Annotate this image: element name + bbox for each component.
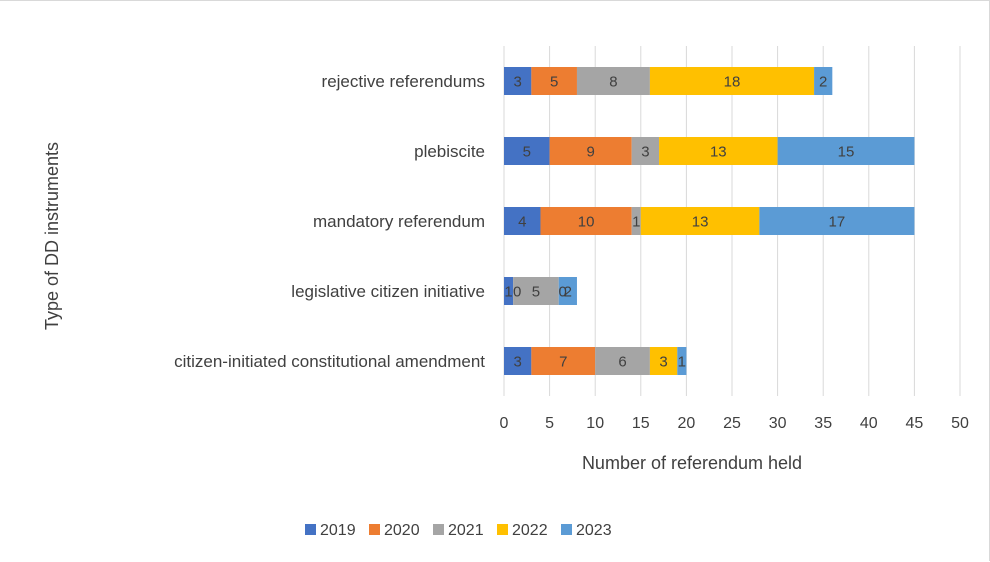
- data-label: 18: [724, 74, 741, 91]
- category-label: plebiscite: [414, 142, 485, 161]
- bar-segment: [640, 207, 760, 235]
- data-label: 8: [609, 74, 617, 91]
- bar-segment: [595, 347, 650, 375]
- bar-segment: [576, 67, 650, 95]
- legend: 2019 2020 2021 2022 2023: [305, 522, 612, 539]
- bar-segment: [558, 277, 577, 305]
- category-label: legislative citizen initiative: [291, 282, 485, 301]
- data-label: 2: [564, 284, 572, 301]
- x-tick-label: 50: [951, 415, 969, 432]
- bar-segment: [531, 347, 596, 375]
- data-label: 3: [514, 354, 522, 371]
- legend-label: 2021: [448, 522, 484, 539]
- legend-swatch: [369, 524, 380, 535]
- legend-item: 2020: [369, 522, 420, 539]
- data-label: 13: [692, 214, 709, 231]
- data-label: 5: [523, 144, 531, 161]
- data-label: 7: [559, 354, 567, 371]
- category-labels: rejective referendums plebiscite mandatory…: [174, 72, 485, 371]
- data-label: 4: [518, 214, 526, 231]
- bars: [504, 67, 915, 375]
- bar-segment: [631, 137, 660, 165]
- data-label: 5: [550, 74, 558, 91]
- data-label: 3: [659, 354, 667, 371]
- bar-segment: [777, 137, 915, 165]
- data-labels: 3 5 8 18 25 9 3 13 154 10 1 13 171 0 5 023 7 6 3 1: [504, 74, 854, 371]
- bar-segment: [649, 67, 815, 95]
- data-label: 15: [838, 144, 855, 161]
- legend-label: 2023: [576, 522, 612, 539]
- category-label: mandatory referendum: [313, 212, 485, 231]
- x-tick-label: 0: [500, 415, 509, 432]
- bar-segment: [631, 207, 641, 235]
- bar-segment: [531, 67, 577, 95]
- bar-segment: [504, 277, 514, 305]
- bar-segment: [504, 207, 541, 235]
- legend-label: 2020: [384, 522, 420, 539]
- bar-segment: [759, 207, 915, 235]
- data-label: 5: [532, 284, 540, 301]
- legend-item: 2021: [433, 522, 484, 539]
- legend-swatch: [433, 524, 444, 535]
- x-tick-label: 10: [586, 415, 604, 432]
- legend-item: 2023: [561, 522, 612, 539]
- data-label: 1: [632, 214, 640, 231]
- category-label: citizen-initiated constitutional amendme…: [174, 352, 485, 371]
- data-label: 1: [504, 284, 512, 301]
- bar-segment: [504, 347, 532, 375]
- bar-segment: [814, 67, 833, 95]
- legend-item: 2022: [497, 522, 548, 539]
- x-tick-labels: 0 5 10 15 20 25 30 35 40 45 50: [500, 415, 969, 432]
- bar-segment: [659, 137, 778, 165]
- x-tick-label: 40: [860, 415, 878, 432]
- y-axis-title: Type of DD instruments: [42, 142, 62, 330]
- x-tick-label: 25: [723, 415, 741, 432]
- legend-swatch: [305, 524, 316, 535]
- legend-label: 2019: [320, 522, 356, 539]
- legend-item: 2019: [305, 522, 356, 539]
- legend-swatch: [561, 524, 572, 535]
- data-label: 9: [586, 144, 594, 161]
- bar-segment: [649, 347, 678, 375]
- bar-segment: [504, 67, 532, 95]
- x-tick-label: 5: [545, 415, 554, 432]
- bar-segment: [677, 347, 687, 375]
- bar-segment: [513, 277, 559, 305]
- data-label: 10: [578, 214, 595, 231]
- data-label: 13: [710, 144, 727, 161]
- data-label: 1: [678, 354, 686, 371]
- bar-segment: [504, 137, 550, 165]
- x-tick-label: 35: [814, 415, 832, 432]
- bar-segment: [549, 137, 632, 165]
- x-axis-title: Number of referendum held: [582, 453, 802, 473]
- data-label: 0: [559, 284, 567, 301]
- legend-swatch: [497, 524, 508, 535]
- data-label: 17: [829, 214, 846, 231]
- category-label: rejective referendums: [322, 72, 485, 91]
- data-label: 6: [618, 354, 626, 371]
- x-tick-label: 15: [632, 415, 650, 432]
- x-tick-label: 45: [906, 415, 924, 432]
- data-label: 2: [819, 74, 827, 91]
- bar-segment: [540, 207, 632, 235]
- legend-label: 2022: [512, 522, 548, 539]
- data-label: 3: [514, 74, 522, 91]
- data-label: 0: [513, 284, 521, 301]
- x-tick-label: 20: [678, 415, 696, 432]
- x-tick-label: 30: [769, 415, 787, 432]
- data-label: 3: [641, 144, 649, 161]
